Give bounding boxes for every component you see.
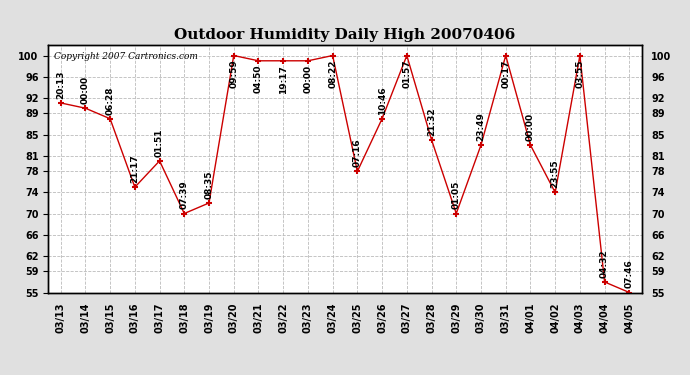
Text: 09:59: 09:59 bbox=[229, 60, 238, 88]
Title: Outdoor Humidity Daily High 20070406: Outdoor Humidity Daily High 20070406 bbox=[175, 28, 515, 42]
Text: 03:55: 03:55 bbox=[575, 60, 584, 88]
Text: 07:39: 07:39 bbox=[180, 181, 189, 209]
Text: 01:51: 01:51 bbox=[155, 128, 164, 157]
Text: 23:49: 23:49 bbox=[477, 112, 486, 141]
Text: 06:28: 06:28 bbox=[106, 86, 115, 114]
Text: 00:00: 00:00 bbox=[304, 65, 313, 93]
Text: 19:17: 19:17 bbox=[279, 65, 288, 94]
Text: 20:13: 20:13 bbox=[56, 70, 65, 99]
Text: 04:50: 04:50 bbox=[254, 65, 263, 93]
Text: 00:00: 00:00 bbox=[526, 113, 535, 141]
Text: 23:55: 23:55 bbox=[551, 160, 560, 188]
Text: 10:46: 10:46 bbox=[377, 86, 386, 114]
Text: 07:16: 07:16 bbox=[353, 139, 362, 167]
Text: 01:57: 01:57 bbox=[402, 60, 411, 88]
Text: 01:05: 01:05 bbox=[452, 181, 461, 209]
Text: 04:32: 04:32 bbox=[600, 249, 609, 278]
Text: 08:22: 08:22 bbox=[328, 60, 337, 88]
Text: 08:35: 08:35 bbox=[204, 170, 213, 199]
Text: Copyright 2007 Cartronics.com: Copyright 2007 Cartronics.com bbox=[55, 53, 198, 62]
Text: 00:17: 00:17 bbox=[501, 60, 510, 88]
Text: 00:00: 00:00 bbox=[81, 76, 90, 104]
Text: 21:17: 21:17 bbox=[130, 154, 139, 183]
Text: 21:32: 21:32 bbox=[427, 107, 436, 136]
Text: 07:46: 07:46 bbox=[625, 260, 634, 288]
